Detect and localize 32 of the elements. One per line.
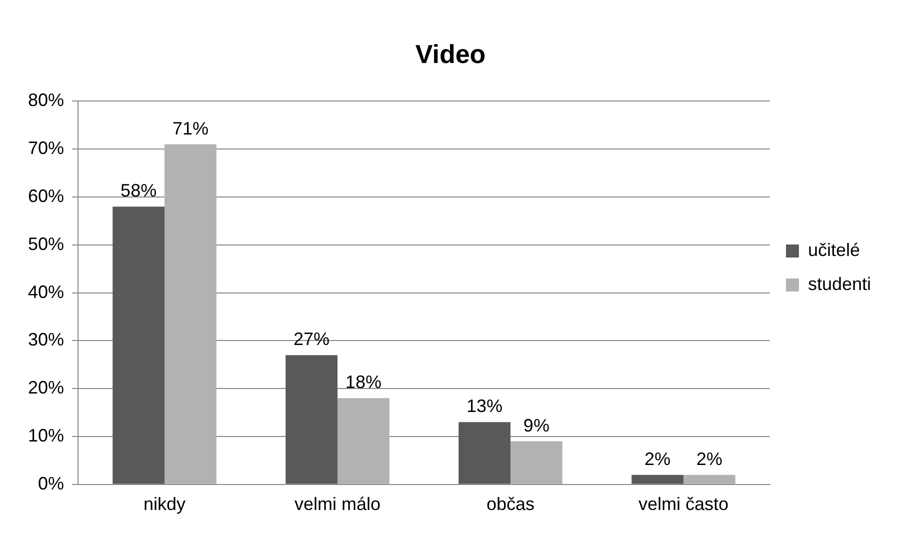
- data-label: 71%: [172, 118, 208, 138]
- x-tick-label: občas: [486, 494, 535, 514]
- data-label: 9%: [523, 415, 550, 436]
- y-tick-label: 20%: [28, 378, 64, 398]
- y-tick-label: 50%: [28, 234, 64, 254]
- x-tick-label: velmi často: [638, 494, 728, 514]
- y-tick-label: 70%: [28, 138, 64, 158]
- bar: [338, 398, 390, 484]
- bar: [112, 206, 165, 484]
- bar: [510, 441, 562, 484]
- data-label: 58%: [120, 180, 157, 201]
- y-tick-label: 60%: [28, 186, 64, 206]
- legend-label: studenti: [808, 274, 872, 294]
- y-tick-label: 0%: [38, 473, 64, 494]
- data-label: 18%: [345, 372, 382, 392]
- bar: [683, 474, 736, 484]
- data-label: 27%: [294, 329, 330, 350]
- y-tick-label: 40%: [28, 282, 64, 302]
- y-tick-label: 30%: [28, 330, 64, 350]
- legend-label: učitelé: [808, 240, 860, 260]
- bar: [632, 474, 684, 484]
- y-tick-label: 10%: [28, 425, 64, 446]
- bar: [286, 355, 338, 484]
- bar: [164, 144, 216, 484]
- bar: [458, 422, 510, 484]
- data-label: 2%: [644, 448, 671, 469]
- data-label: 2%: [696, 448, 722, 469]
- chart-title: Video: [415, 38, 486, 69]
- x-tick-label: nikdy: [144, 494, 186, 514]
- x-tick-label: velmi málo: [294, 494, 381, 514]
- data-label: 13%: [466, 396, 503, 416]
- y-tick-label: 80%: [28, 90, 64, 110]
